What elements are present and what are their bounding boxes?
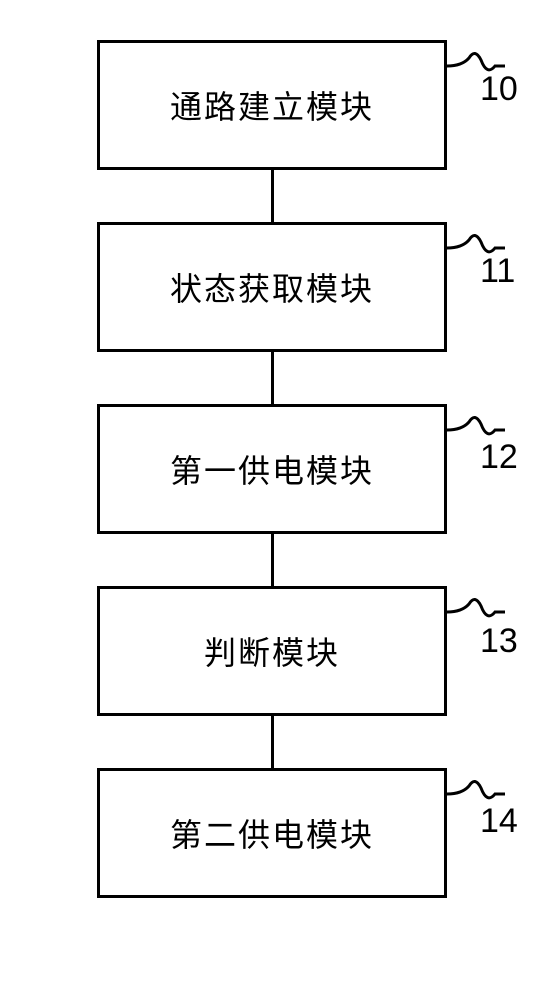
box-label-3: 判断模块: [204, 628, 340, 674]
number-label-3: 13: [480, 622, 518, 661]
flowchart-box-2: 第一供电模块: [97, 404, 447, 534]
box-label-0: 通路建立模块: [170, 82, 374, 128]
box-label-2: 第一供电模块: [170, 446, 374, 492]
connector-2-3: [271, 534, 274, 586]
connector-3-4: [271, 716, 274, 768]
flowchart-box-3: 判断模块: [97, 586, 447, 716]
flowchart-box-0: 通路建立模块: [97, 40, 447, 170]
connector-0-1: [271, 170, 274, 222]
box-label-4: 第二供电模块: [170, 810, 374, 856]
number-label-0: 10: [480, 70, 518, 109]
connector-1-2: [271, 352, 274, 404]
number-label-2: 12: [480, 438, 518, 477]
flowchart-box-4: 第二供电模块: [97, 768, 447, 898]
flowchart-container: 通路建立模块 10 状态获取模块 11 第一供电模块 12 判断模块 13 第二…: [0, 40, 544, 898]
number-label-4: 14: [480, 802, 518, 841]
flowchart-box-1: 状态获取模块: [97, 222, 447, 352]
box-label-1: 状态获取模块: [170, 264, 374, 310]
number-label-1: 11: [480, 252, 515, 291]
